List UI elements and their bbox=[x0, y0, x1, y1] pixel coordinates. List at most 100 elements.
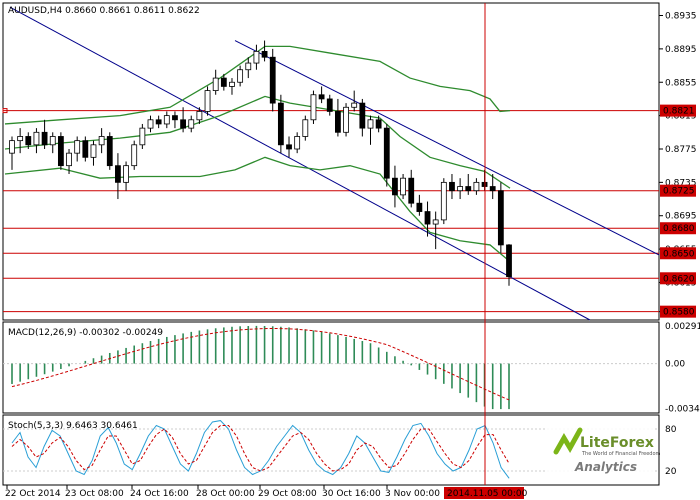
stochastic-indicator bbox=[3, 420, 659, 479]
candle-body bbox=[326, 98, 333, 112]
candle-body bbox=[269, 56, 276, 104]
candle-body bbox=[497, 190, 504, 246]
channel-lower-line bbox=[9, 6, 591, 321]
time-axis-label: 3 Nov 00:00 bbox=[385, 489, 440, 499]
candle-body bbox=[90, 144, 97, 158]
candlesticks bbox=[9, 40, 512, 286]
candle-body bbox=[245, 62, 252, 71]
level-label: 0.8620 bbox=[663, 274, 695, 284]
channel-upper-line bbox=[234, 40, 660, 256]
candle-body bbox=[318, 94, 325, 100]
candle-body bbox=[82, 140, 89, 158]
candle-body bbox=[253, 50, 260, 64]
candle-body bbox=[424, 211, 431, 225]
candle-body bbox=[432, 219, 439, 225]
candle-body bbox=[367, 119, 374, 129]
candle-body bbox=[343, 106, 349, 133]
macd-indicator bbox=[3, 325, 659, 410]
macd-axis-label: 0.00291 bbox=[665, 322, 700, 332]
level-badge bbox=[660, 305, 696, 318]
macd-axis-label: -0.00346 bbox=[665, 405, 700, 415]
logo-tagline: The World of Financial Freedom bbox=[581, 451, 661, 457]
stoch-axis-label: 20 bbox=[665, 467, 677, 477]
level-badge bbox=[660, 104, 696, 117]
candle-body bbox=[220, 77, 227, 87]
price-tick-label: 0.8775 bbox=[665, 145, 697, 155]
macd-axis-label: 0.00 bbox=[665, 360, 685, 370]
candle-body bbox=[375, 119, 382, 129]
candle-body bbox=[440, 181, 447, 221]
candle-body bbox=[335, 111, 341, 133]
candle-body bbox=[473, 181, 480, 192]
logo-mark-icon bbox=[553, 427, 583, 455]
macd-panel-border bbox=[2, 321, 660, 414]
candle-body bbox=[115, 165, 121, 183]
candle-body bbox=[212, 77, 219, 91]
candle-body bbox=[310, 94, 317, 121]
stoch-main-line bbox=[11, 420, 510, 479]
price-tick-label: 0.8735 bbox=[665, 178, 697, 188]
candle-body bbox=[49, 136, 56, 146]
stoch-axis-label: 80 bbox=[665, 425, 677, 435]
axes: 0.8935 0.8895 0.8855 0.8815 0.8775 0.8735 0.86… bbox=[5, 12, 700, 499]
candle-body bbox=[392, 177, 398, 196]
level-label: 0.8680 bbox=[663, 224, 695, 234]
symbol-header: AUDUSD,H4 0.8660 0.8661 0.8611 0.8622 bbox=[8, 6, 200, 16]
candle-body bbox=[98, 136, 105, 146]
candle-body bbox=[131, 144, 138, 167]
time-axis-label: 22 Oct 2014 bbox=[5, 489, 61, 499]
candle-body bbox=[163, 115, 170, 125]
stoch-panel-border bbox=[2, 414, 660, 486]
stoch-header: Stoch(5,3,3) 9.6463 30.6461 bbox=[8, 421, 138, 431]
candle-body bbox=[302, 119, 309, 137]
candle-body bbox=[237, 69, 244, 83]
candle-body bbox=[139, 127, 146, 146]
candle-body bbox=[465, 186, 472, 192]
time-axis-label: 28 Oct 00:00 bbox=[196, 489, 255, 499]
candle-body bbox=[41, 131, 48, 146]
time-highlight-badge bbox=[444, 487, 524, 499]
candle-body bbox=[25, 136, 32, 146]
bb-lower-line bbox=[4, 156, 511, 263]
candle-body bbox=[74, 140, 81, 154]
candle-body bbox=[359, 102, 366, 129]
price-tick-label: 0.8695 bbox=[665, 212, 697, 222]
price-tick-label: 0.8815 bbox=[665, 112, 697, 122]
time-highlight-label: 2014.11.05 00:00 bbox=[447, 489, 528, 499]
candle-body bbox=[489, 186, 496, 192]
candle-body bbox=[196, 111, 203, 121]
candle-body bbox=[204, 90, 211, 112]
candle-body bbox=[123, 165, 129, 183]
bb-upper-line bbox=[4, 45, 511, 125]
candle-body bbox=[261, 50, 268, 58]
stoch-signal-line bbox=[11, 425, 510, 472]
candle-body bbox=[457, 186, 464, 192]
logo-sub: Analytics bbox=[574, 460, 637, 474]
candle-body bbox=[351, 102, 358, 108]
candle-body bbox=[383, 127, 390, 179]
candle-body bbox=[9, 140, 15, 154]
level-label: 0.8725 bbox=[663, 187, 695, 197]
liteforex-logo: LiteForex The World of Financial Freedom… bbox=[545, 423, 661, 481]
candle-body bbox=[147, 119, 154, 129]
level-badge bbox=[660, 247, 696, 260]
level-badge bbox=[660, 184, 696, 197]
candle-body bbox=[180, 119, 186, 129]
price-tick-label: 0.8935 bbox=[665, 12, 697, 22]
price-tick-label: 0.8855 bbox=[665, 78, 697, 88]
level-label: 0.8580 bbox=[663, 308, 695, 318]
trend-channel bbox=[9, 6, 660, 321]
candle-body bbox=[229, 81, 235, 87]
candle-body bbox=[506, 244, 512, 278]
level-badge bbox=[660, 222, 696, 235]
candle-body bbox=[449, 181, 455, 192]
candle-body bbox=[400, 177, 406, 196]
candle-body bbox=[17, 136, 24, 142]
time-axis-label: 29 Oct 08:00 bbox=[258, 489, 317, 499]
bb-mid-line bbox=[4, 95, 511, 189]
candle-body bbox=[57, 136, 64, 167]
candle-body bbox=[286, 144, 292, 150]
level-label: 0.8650 bbox=[663, 249, 695, 259]
